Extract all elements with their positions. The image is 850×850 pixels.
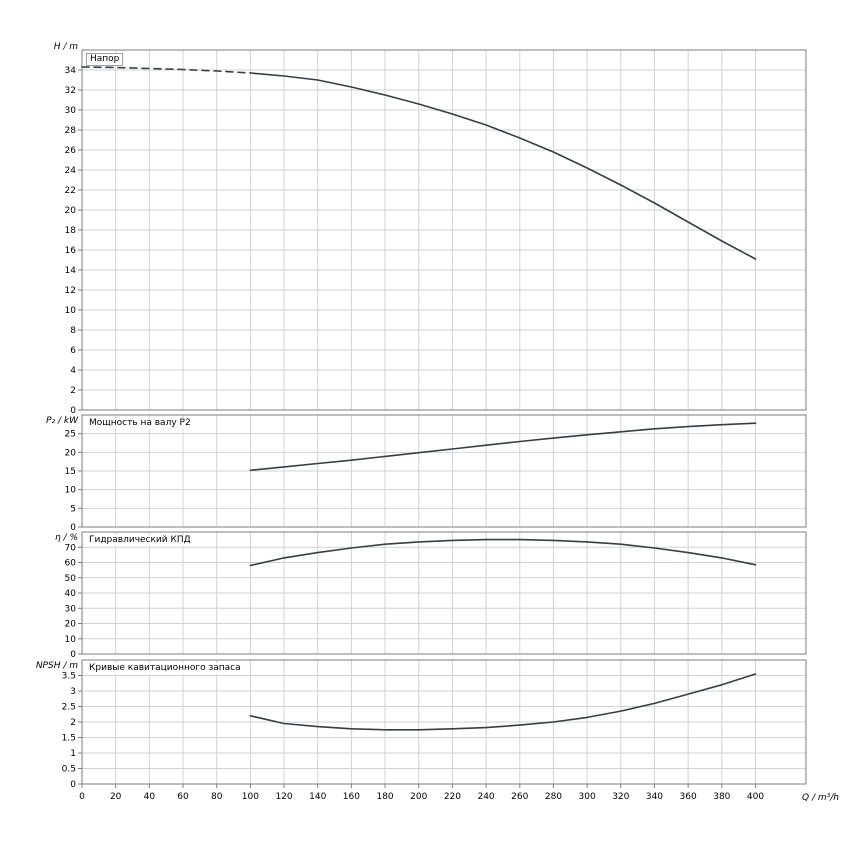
y-tick-label: 6 (70, 346, 76, 356)
x-tick-label: 360 (680, 792, 697, 802)
y-tick-label: 30 (65, 106, 77, 116)
x-tick-label: 140 (309, 792, 326, 802)
panel-title-power: Мощность на валу P2 (86, 418, 194, 429)
y-tick-label: 10 (65, 306, 77, 316)
y-axis-label-efficiency: η / % (54, 533, 78, 543)
y-tick-label: 20 (65, 620, 77, 630)
y-tick-label: 70 (65, 543, 77, 553)
y-tick-label: 2 (70, 718, 76, 728)
y-tick-label: 3.5 (62, 672, 76, 682)
y-tick-label: 50 (65, 574, 77, 584)
x-tick-label: 40 (144, 792, 156, 802)
panel-title-efficiency: Гидравлический КПД (86, 535, 194, 546)
x-tick-label: 80 (211, 792, 223, 802)
y-tick-label: 5 (70, 504, 76, 514)
y-tick-label: 8 (70, 326, 76, 336)
x-tick-label: 300 (579, 792, 596, 802)
y-tick-label: 25 (65, 430, 76, 440)
x-axis-label: Q / m³/h (802, 793, 839, 803)
y-tick-label: 18 (65, 226, 77, 236)
x-tick-label: 200 (410, 792, 427, 802)
y-tick-label: 22 (65, 186, 76, 196)
y-axis-label-head: H / m (53, 42, 78, 52)
y-axis-label-power: P₂ / kW (46, 416, 78, 426)
panel-title-npsh: Кривые кавитационного запаса (86, 663, 244, 674)
x-tick-label: 120 (275, 792, 292, 802)
panel-frame (81, 531, 807, 655)
y-tick-label: 4 (70, 366, 76, 376)
y-tick-label: 0 (70, 780, 76, 790)
y-tick-label: 14 (65, 266, 77, 276)
x-tick-label: 100 (242, 792, 259, 802)
y-tick-label: 16 (65, 246, 77, 256)
y-tick-label: 10 (65, 486, 77, 496)
x-tick-label: 240 (477, 792, 494, 802)
x-tick-label: 380 (713, 792, 730, 802)
curve-head (249, 72, 757, 260)
y-axis-label-npsh: NPSH / m (35, 661, 78, 671)
panel-frame (81, 414, 807, 528)
x-tick-label: 340 (646, 792, 663, 802)
curve-head-dashed (81, 66, 252, 74)
y-tick-label: 40 (65, 589, 77, 599)
x-tick-label: 280 (545, 792, 562, 802)
y-tick-label: 1.5 (62, 734, 76, 744)
x-tick-label: 0 (79, 792, 85, 802)
y-tick-label: 24 (65, 166, 77, 176)
x-tick-label: 20 (110, 792, 122, 802)
x-tick-label: 400 (747, 792, 764, 802)
y-tick-label: 0 (70, 406, 76, 416)
panel-frame (81, 659, 807, 785)
y-tick-label: 34 (65, 66, 77, 76)
y-tick-label: 2.5 (62, 703, 76, 713)
y-tick-label: 32 (65, 86, 76, 96)
y-tick-label: 26 (65, 146, 77, 156)
x-tick-label: 320 (612, 792, 629, 802)
y-tick-label: 28 (65, 126, 77, 136)
x-tick-label: 220 (444, 792, 461, 802)
y-tick-label: 60 (65, 559, 77, 569)
y-tick-label: 0.5 (62, 765, 76, 775)
x-tick-label: 260 (511, 792, 528, 802)
curve-efficiency (249, 538, 757, 567)
curve-power-p2 (249, 422, 757, 472)
panel-title-head: Напор (86, 53, 124, 66)
panel-frame (81, 49, 807, 411)
y-tick-label: 20 (65, 448, 77, 458)
y-tick-label: 0 (70, 650, 76, 660)
y-tick-label: 20 (65, 206, 77, 216)
curve-npsh (249, 673, 757, 731)
y-tick-label: 1 (70, 749, 76, 759)
x-tick-label: 160 (343, 792, 360, 802)
y-tick-label: 30 (65, 604, 77, 614)
x-tick-label: 60 (177, 792, 189, 802)
y-tick-label: 3 (70, 687, 76, 697)
y-tick-label: 10 (65, 635, 77, 645)
y-tick-label: 12 (65, 286, 76, 296)
y-tick-label: 0 (70, 523, 76, 533)
y-tick-label: 2 (70, 386, 76, 396)
x-tick-label: 180 (376, 792, 393, 802)
y-tick-label: 15 (65, 467, 76, 477)
